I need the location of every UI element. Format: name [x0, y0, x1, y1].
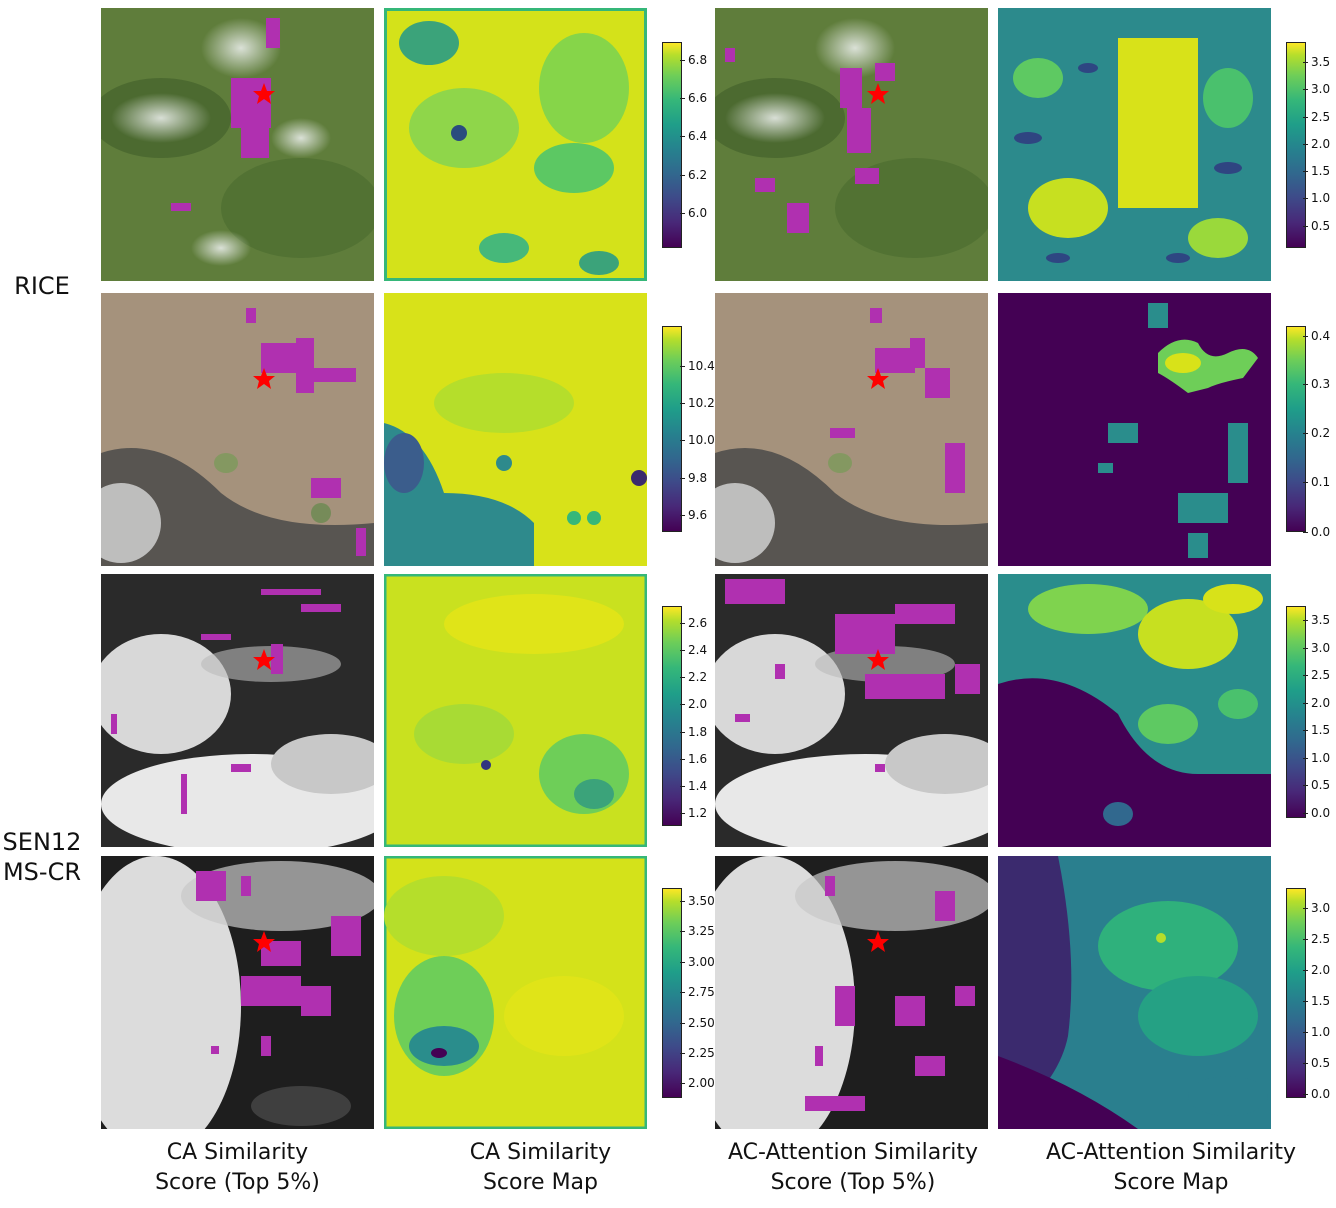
- colorbar-tick: 2.50: [680, 1016, 715, 1030]
- colorbar-tick: 0.5: [1302, 778, 1331, 792]
- sen12-2-ca-colorbar: [662, 888, 682, 1098]
- rice-2-ca-colorbar: [662, 326, 682, 532]
- sen12-1-ca-score-map: [384, 574, 647, 847]
- colorbar-tick: 6.2: [679, 168, 708, 182]
- rice-1-ca-top5-image: [101, 8, 374, 281]
- rice-2-ca-top5-image: [101, 293, 374, 566]
- colorbar-tick: 0.5: [1302, 1056, 1331, 1070]
- column-label-line: CA Similarity: [166, 1140, 309, 1165]
- column-label-line: Score Map: [1113, 1170, 1229, 1195]
- colorbar-tick: 2.0: [1302, 963, 1331, 977]
- colorbar-tick: 2.4: [679, 643, 708, 657]
- colorbar-tick: 6.8: [679, 53, 708, 67]
- sen12-1-ca-top5-image: [101, 574, 374, 847]
- sen12-1-ac-colorbar: [1286, 606, 1306, 818]
- colorbar-tick: 3.0: [1302, 901, 1331, 915]
- row-label-sen12-line2: MS-CR: [2, 858, 82, 886]
- rice-1-ac-colorbar: [1286, 42, 1306, 248]
- colorbar-tick: 0.0: [1302, 1087, 1331, 1101]
- rice-2-ca-score-map: [384, 293, 647, 566]
- colorbar-tick: 10.4: [680, 359, 715, 373]
- colorbar-tick: 3.00: [680, 955, 715, 969]
- sen12-2-ac-score-map: [998, 856, 1271, 1129]
- colorbar-tick: 6.6: [679, 91, 708, 105]
- colorbar-tick: 1.5: [1302, 994, 1331, 1008]
- colorbar-tick: 1.0: [1302, 1025, 1331, 1039]
- rice-1-ac-score-map: [998, 8, 1271, 281]
- column-label-line: AC-Attention Similarity: [1045, 1140, 1297, 1165]
- colorbar-tick: 2.5: [1302, 932, 1331, 946]
- colorbar-tick: 0.2: [1302, 426, 1331, 440]
- colorbar-tick: 6.0: [679, 206, 708, 220]
- colorbar-tick: 1.5: [1302, 164, 1331, 178]
- column-label-ac-map: AC-Attention Similarity Score Map: [1018, 1138, 1324, 1198]
- colorbar-tick: 0.4: [1302, 329, 1331, 343]
- colorbar-tick: 0.5: [1302, 219, 1331, 233]
- colorbar-tick: 2.25: [680, 1046, 715, 1060]
- rice-2-ac-colorbar: [1286, 326, 1306, 532]
- rice-2-ac-top5-image: [715, 293, 988, 566]
- colorbar-tick: 1.8: [679, 725, 708, 739]
- colorbar-tick: 2.00: [680, 1076, 715, 1090]
- colorbar-tick: 1.5: [1302, 723, 1331, 737]
- column-label-line: Score Map: [482, 1170, 599, 1195]
- colorbar-tick: 2.2: [679, 670, 708, 684]
- column-label-line: CA Similarity: [469, 1140, 612, 1165]
- column-label-ca-map: CA Similarity Score Map: [404, 1138, 677, 1198]
- colorbar-tick: 9.6: [679, 508, 708, 522]
- sen12-1-ca-colorbar: [662, 606, 682, 826]
- sen12-1-ac-top5-image: [715, 574, 988, 847]
- colorbar-tick: 3.5: [1302, 613, 1331, 627]
- colorbar-tick: 3.0: [1302, 641, 1331, 655]
- colorbar-tick: 2.5: [1302, 110, 1331, 124]
- colorbar-tick: 2.6: [679, 616, 708, 630]
- rice-1-ca-score-map: [384, 8, 647, 281]
- rice-2-ac-score-map: [998, 293, 1271, 566]
- colorbar-tick: 2.5: [1302, 668, 1331, 682]
- colorbar-tick: 1.6: [679, 752, 708, 766]
- column-label-ac-top5: AC-Attention Similarity Score (Top 5%): [700, 1138, 1006, 1198]
- column-label-line: Score (Top 5%): [155, 1170, 320, 1195]
- sen12-2-ac-colorbar: [1286, 888, 1306, 1098]
- colorbar-tick: 10.0: [680, 433, 715, 447]
- column-label-ca-top5: CA Similarity Score (Top 5%): [101, 1138, 374, 1198]
- colorbar-tick: 2.0: [679, 697, 708, 711]
- colorbar-tick: 1.0: [1302, 191, 1331, 205]
- colorbar-tick: 0.1: [1302, 475, 1331, 489]
- colorbar-tick: 2.75: [680, 985, 715, 999]
- colorbar-tick: 2.0: [1302, 137, 1331, 151]
- colorbar-tick: 3.5: [1302, 55, 1331, 69]
- sen12-1-ac-score-map: [998, 574, 1271, 847]
- colorbar-tick: 2.0: [1302, 696, 1331, 710]
- rice-1-ac-top5-image: [715, 8, 988, 281]
- sen12-2-ca-top5-image: [101, 856, 374, 1129]
- colorbar-tick: 3.0: [1302, 82, 1331, 96]
- row-label-sen12-line1: SEN12: [2, 828, 82, 856]
- colorbar-tick: 10.2: [680, 396, 715, 410]
- row-label-rice: RICE: [14, 272, 70, 300]
- colorbar-tick: 0.3: [1302, 377, 1331, 391]
- colorbar-tick: 1.0: [1302, 751, 1331, 765]
- column-label-line: Score (Top 5%): [770, 1170, 936, 1195]
- colorbar-tick: 1.4: [679, 779, 708, 793]
- colorbar-tick: 3.50: [680, 894, 715, 908]
- colorbar-tick: 3.25: [680, 924, 715, 938]
- colorbar-tick: 9.8: [679, 471, 708, 485]
- rice-1-ca-colorbar: [662, 42, 682, 248]
- sen12-2-ac-top5-image: [715, 856, 988, 1129]
- sen12-2-ca-score-map: [384, 856, 647, 1129]
- colorbar-tick: 1.2: [679, 806, 708, 820]
- colorbar-tick: 6.4: [679, 129, 708, 143]
- colorbar-tick: 0.0: [1302, 525, 1331, 539]
- colorbar-tick: 0.0: [1302, 806, 1331, 820]
- column-label-line: AC-Attention Similarity: [727, 1140, 979, 1165]
